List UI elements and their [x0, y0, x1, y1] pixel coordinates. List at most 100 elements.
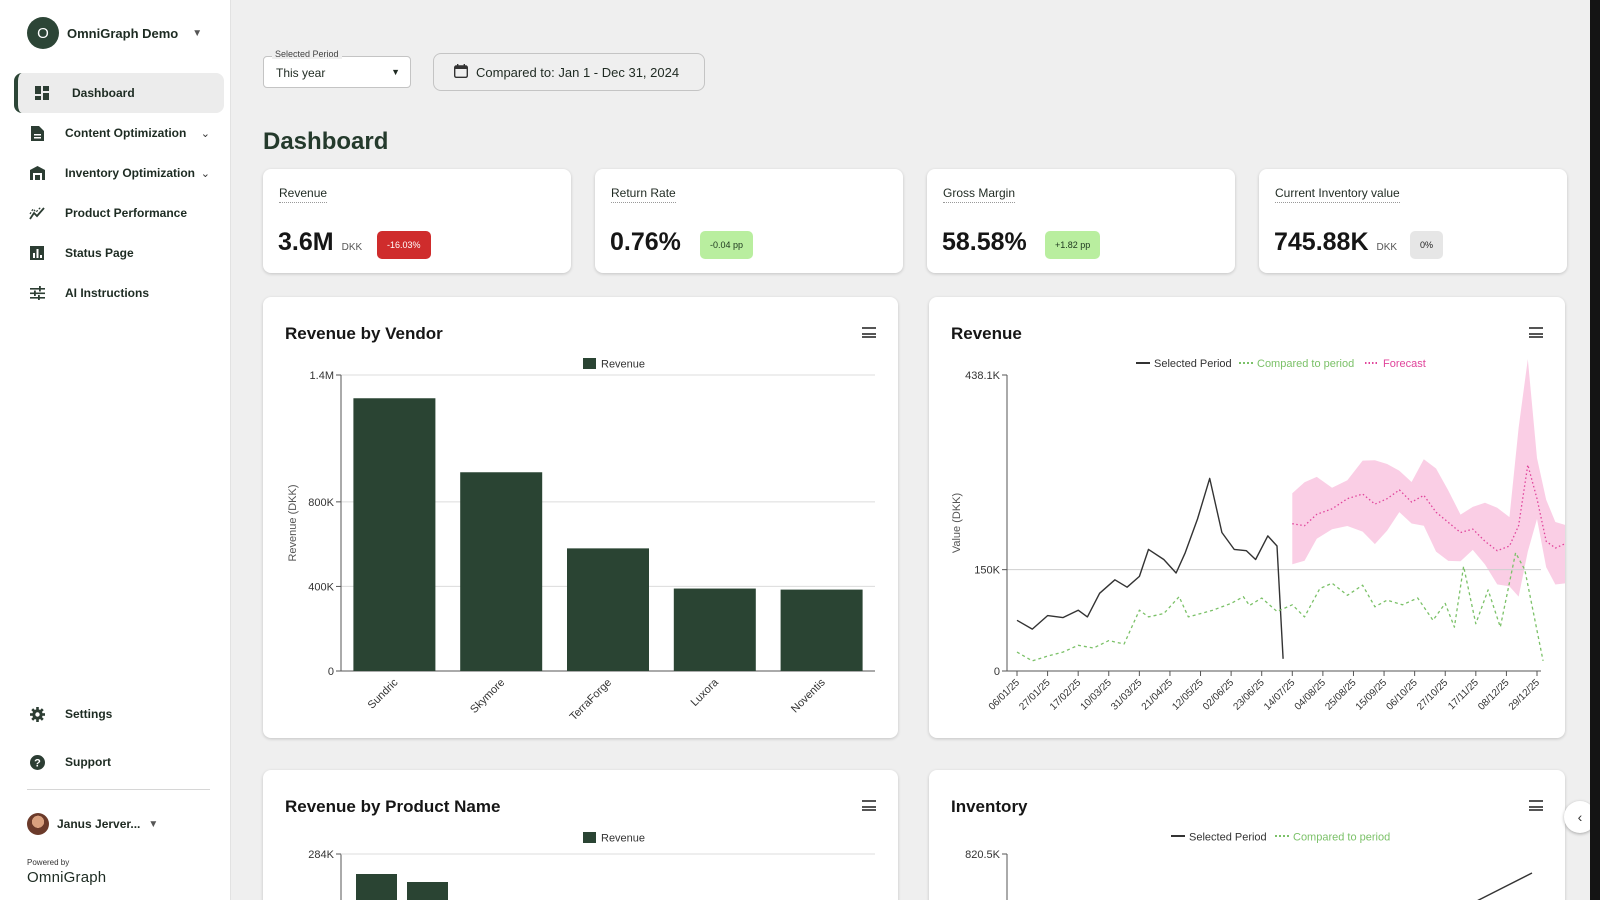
caret-down-icon: ▼ [391, 67, 400, 77]
powered-by-label: Powered by [27, 858, 70, 867]
sidebar: O OmniGraph Demo ▼ Dashboard Content Opt… [0, 0, 231, 900]
calendar-icon [453, 63, 469, 81]
x-tick-label: Skymore [468, 677, 507, 716]
kpi-value: 0.76% [610, 228, 681, 256]
bar-luxora [673, 588, 756, 671]
period-select[interactable]: Selected Period This year ▼ [263, 49, 411, 88]
bar-skymore [460, 472, 543, 671]
kpi-card-gross-margin: Gross Margin 58.58% +1.82 pp [927, 169, 1235, 273]
legend-label: Selected Period [1154, 358, 1232, 370]
sidebar-divider [27, 789, 210, 790]
y-tick-label: 438.1K [965, 370, 1001, 382]
y-tick-label: 1.4M [310, 370, 334, 382]
org-avatar: O [27, 17, 59, 49]
kpi-card-inventory-value: Current Inventory value 745.88K DKK 0% [1259, 169, 1567, 273]
gear-icon [29, 706, 45, 722]
sidebar-item-content-optimization[interactable]: Content Optimization ⌄ [14, 113, 224, 153]
sidebar-item-label: Dashboard [72, 86, 135, 100]
org-name: OmniGraph Demo [67, 25, 179, 41]
kpi-label[interactable]: Gross Margin [943, 186, 1016, 203]
chart-title: Revenue by Product Name [285, 797, 501, 816]
bar-noventis [780, 589, 863, 671]
change-badge: +1.82 pp [1045, 231, 1101, 259]
org-switcher[interactable]: O OmniGraph Demo ▼ [27, 17, 202, 49]
x-tick-label: 06/01/25 [987, 677, 1023, 713]
y-tick-label: 0 [994, 666, 1000, 678]
x-tick-label: TerraForge [568, 677, 615, 724]
svg-text:?: ? [34, 757, 41, 769]
y-axis-title: Value (DKK) [951, 493, 963, 553]
bar-chart: Revenue 284K [308, 832, 875, 900]
chevron-down-icon: ⌄ [200, 127, 210, 140]
page-title: Dashboard [263, 128, 389, 155]
help-icon: ? [29, 754, 45, 770]
y-tick-label: 0 [328, 666, 334, 678]
caret-down-icon: ▼ [148, 818, 159, 830]
hamburger-menu-icon[interactable] [1529, 327, 1543, 338]
hamburger-menu-icon[interactable] [862, 327, 876, 338]
x-tick-label: 27/01/25 [1017, 677, 1053, 713]
x-tick-label: 14/07/25 [1262, 677, 1298, 713]
x-tick-label: 17/02/25 [1048, 677, 1084, 713]
sliders-icon [29, 285, 45, 301]
chart-card-inventory: Inventory Selected Period Compared to per… [929, 770, 1565, 900]
change-badge: -16.03% [377, 231, 431, 259]
chart-card-revenue-by-product: Revenue by Product Name Revenue 284K [263, 770, 898, 900]
y-tick-label: 800K [308, 497, 334, 509]
user-menu[interactable]: Janus Jerver... ▼ [27, 813, 158, 835]
bar-sundric [353, 398, 436, 671]
sidebar-item-label: AI Instructions [65, 286, 150, 300]
legend-label: Revenue [601, 359, 645, 371]
sidebar-item-settings[interactable]: Settings [14, 694, 224, 734]
sidebar-item-product-performance[interactable]: Product Performance [14, 193, 224, 233]
y-tick-label: 150K [974, 565, 1000, 577]
sidebar-item-ai-instructions[interactable]: AI Instructions [14, 273, 224, 313]
kpi-label[interactable]: Current Inventory value [1275, 186, 1400, 203]
dashboard-icon [34, 85, 50, 101]
forecast-band [1292, 359, 1565, 597]
kpi-value: 58.58% [942, 228, 1027, 256]
line-chart: Selected Period Compared to period 820.5K [965, 832, 1533, 900]
x-tick-label: 27/10/25 [1415, 677, 1451, 713]
sidebar-item-support[interactable]: ? Support [14, 742, 224, 782]
hamburger-menu-icon[interactable] [862, 800, 876, 811]
x-tick-label: 17/11/25 [1446, 677, 1481, 712]
hamburger-menu-icon[interactable] [1529, 800, 1543, 811]
period-select-label: Selected Period [272, 49, 342, 59]
sidebar-item-status-page[interactable]: Status Page [14, 233, 224, 273]
bar [407, 882, 448, 900]
kpi-card-return-rate: Return Rate 0.76% -0.04 pp [595, 169, 903, 273]
kpi-value: 3.6M DKK [278, 228, 363, 256]
document-icon [29, 125, 45, 141]
sidebar-item-label: Product Performance [65, 206, 188, 220]
avatar [27, 813, 49, 835]
x-tick-label: 10/03/25 [1079, 677, 1115, 713]
trend-icon [29, 205, 45, 221]
change-badge: -0.04 pp [700, 231, 754, 259]
warehouse-icon [29, 165, 45, 181]
bar-chart-icon [29, 245, 45, 261]
sidebar-item-label: Settings [65, 707, 113, 721]
y-tick-label: 820.5K [965, 849, 1001, 861]
kpi-label[interactable]: Revenue [279, 186, 328, 203]
sidebar-item-dashboard[interactable]: Dashboard [14, 73, 224, 113]
compare-period-button[interactable]: Compared to: Jan 1 - Dec 31, 2024 [433, 53, 705, 91]
x-tick-label: Luxora [689, 676, 722, 709]
sidebar-item-inventory-optimization[interactable]: Inventory Optimization ⌄ [14, 153, 224, 193]
kpi-label[interactable]: Return Rate [611, 186, 676, 203]
change-badge: 0% [1410, 231, 1444, 259]
sidebar-item-label: Support [65, 755, 111, 769]
series-selected-period [1016, 477, 1284, 659]
x-tick-label: 15/09/25 [1354, 677, 1390, 713]
y-tick-label: 284K [308, 849, 334, 861]
x-tick-label: 06/10/25 [1384, 677, 1420, 713]
chart-title: Revenue [951, 324, 1022, 343]
x-tick-label: 21/04/25 [1140, 677, 1176, 713]
legend-label: Compared to period [1293, 832, 1390, 844]
x-tick-label: Sundric [366, 676, 401, 711]
bar [356, 874, 397, 900]
chart-title: Inventory [951, 797, 1028, 816]
legend-label: Compared to period [1257, 358, 1354, 370]
bar-chart: Revenue 0 400K 800K 1.4M Revenue (DKK) Sundric… [287, 358, 875, 724]
